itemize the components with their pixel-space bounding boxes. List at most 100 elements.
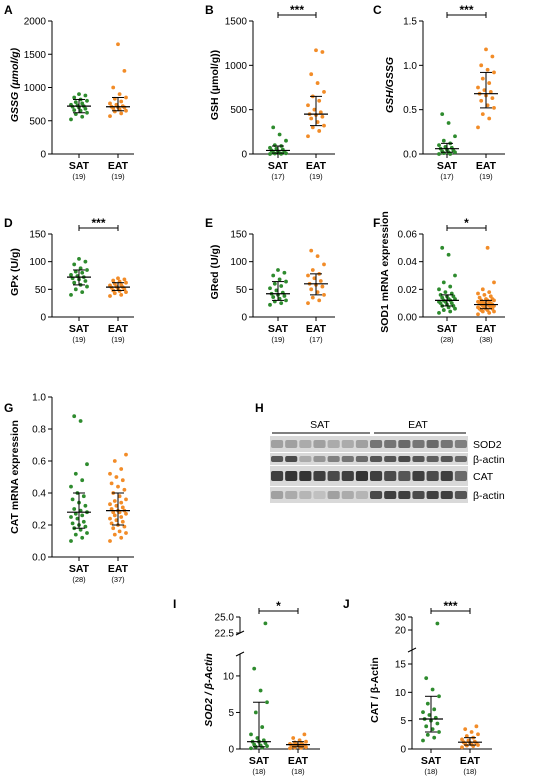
panel-J-category-label: EAT <box>460 755 481 767</box>
panel-F-eat-point <box>476 299 480 304</box>
panel-J-eat-point <box>474 724 479 729</box>
panel-C-eat-point <box>488 90 493 94</box>
panel-J-sat-point <box>421 738 425 743</box>
panel-I-eat-point <box>297 738 302 743</box>
panel-J-eat-point <box>476 732 480 737</box>
panel-J-eat-point <box>463 727 468 732</box>
panel-F-category-label: SAT <box>437 323 458 335</box>
panel-I-sat-point <box>265 744 269 748</box>
panel-F-sat-point <box>448 284 453 289</box>
panel-E-sat-point <box>274 288 279 293</box>
wb-band <box>398 440 411 448</box>
panel-G-sat-point <box>73 511 78 516</box>
wb-band <box>327 456 340 462</box>
panel-A-sat-point <box>73 100 78 105</box>
panel-D-sat-point <box>77 257 81 261</box>
panel-C-y-tick-label: 1.0 <box>403 61 417 72</box>
panel-G-n-label: (37) <box>111 575 125 584</box>
panel-F-eat-point <box>492 309 496 314</box>
panel-G-eat-point <box>112 459 117 463</box>
panel-A-sat-point <box>77 92 81 97</box>
panel-G-eat-point <box>109 521 114 526</box>
panel-A-category-label: SAT <box>69 160 90 172</box>
panel-F-y-tick-label: 0.00 <box>398 313 418 324</box>
panel-B-y-tick-label: 500 <box>230 105 247 116</box>
panel-G-eat-point <box>108 539 112 543</box>
panel-I-eat-point <box>302 732 307 737</box>
wb-band <box>313 491 326 499</box>
panel-F-n-label: (38) <box>479 335 493 344</box>
panel-E-sat-point <box>279 284 284 288</box>
panel-E-sat-point <box>282 270 287 275</box>
panel-G-eat-point <box>120 478 125 483</box>
panel-D-y-tick-label: 0 <box>40 313 46 324</box>
panel-E-sat-point <box>272 281 277 286</box>
panel-D-y-tick-label: 50 <box>35 285 47 296</box>
panel-E-eat-point <box>309 248 314 253</box>
wb-band <box>285 440 298 448</box>
panel-J-category-label: SAT <box>421 755 442 767</box>
panel-G-eat-point <box>111 510 116 515</box>
panel-G-sat-point <box>78 527 83 532</box>
panel-A-sat-point <box>80 114 85 119</box>
panel-F-sat-point <box>443 290 448 294</box>
panel-B-eat-point <box>314 48 318 53</box>
panel-I-significance: * <box>276 599 281 613</box>
panel-J-sat-point <box>430 687 435 692</box>
wb-band <box>398 456 411 462</box>
panel-G-sat-point <box>72 414 77 419</box>
panel-D-sat-point <box>80 270 85 275</box>
panel-J-sat-point <box>425 732 430 737</box>
wb-band <box>271 456 284 462</box>
panel-G-eat-point <box>124 531 128 535</box>
panel-B-sat-point <box>277 132 282 137</box>
panel-I-category-label: SAT <box>249 755 270 767</box>
panel-G-eat-point <box>112 513 117 518</box>
panel-G-sat-point <box>69 539 73 543</box>
wb-band <box>398 471 411 481</box>
panel-D-eat-point <box>124 290 128 294</box>
wb-band <box>355 471 368 481</box>
panel-A-eat-point <box>111 85 116 90</box>
panel-B-sat-point <box>274 146 279 151</box>
wb-band <box>285 491 298 499</box>
wb-band <box>355 440 368 448</box>
panel-B-ylabel: GSH (µmol/g)) <box>209 50 221 120</box>
panel-J-sat-point <box>424 724 429 729</box>
panel-F-sat-point <box>437 310 441 315</box>
panel-G-eat-point <box>119 467 124 471</box>
panel-F-y-tick-label: 0.04 <box>398 257 418 268</box>
wb-band <box>313 471 326 481</box>
panel-E: E GRed (U/g) 0 50 100 150 SAT(19) EAT(17) <box>205 216 335 344</box>
panel-G-sat-point <box>73 471 78 476</box>
panel-E-sat-point <box>271 295 276 299</box>
panel-E-eat-point <box>315 254 320 259</box>
panel-G-eat-point <box>120 519 125 524</box>
wb-band <box>355 491 368 499</box>
panel-G-sat-point <box>70 497 75 502</box>
panel-A-sat-point <box>85 98 89 103</box>
panel-F-sat-point <box>440 245 445 250</box>
panel-I-n-label: (18) <box>252 767 266 776</box>
panel-G-ylabel: CAT mRNA expression <box>9 420 21 534</box>
wb-band <box>440 491 453 499</box>
panel-D-sat-point <box>69 292 73 297</box>
wb-band <box>313 456 326 462</box>
panel-C-n-label: (17) <box>440 172 454 181</box>
panel-D-eat-point <box>111 278 116 283</box>
panel-A-sat-point <box>80 101 85 106</box>
panel-label-F: F <box>373 216 380 230</box>
panel-F-sat-point <box>451 304 456 308</box>
panel-E-eat-point <box>320 284 325 289</box>
panel-G-eat-point <box>112 532 117 537</box>
wb-group-label-eat: EAT <box>408 419 428 431</box>
panel-F-eat-point <box>485 245 490 250</box>
panel-I-eat-point <box>291 736 296 740</box>
wb-band <box>412 471 425 481</box>
panel-G-y-tick-label: 0.8 <box>32 425 46 436</box>
wb-band <box>440 471 453 481</box>
panel-F-sat-point <box>441 280 446 285</box>
panel-B-eat-point <box>310 125 315 130</box>
panel-B-eat-point <box>309 72 314 77</box>
panel-C-eat-point <box>492 70 496 75</box>
